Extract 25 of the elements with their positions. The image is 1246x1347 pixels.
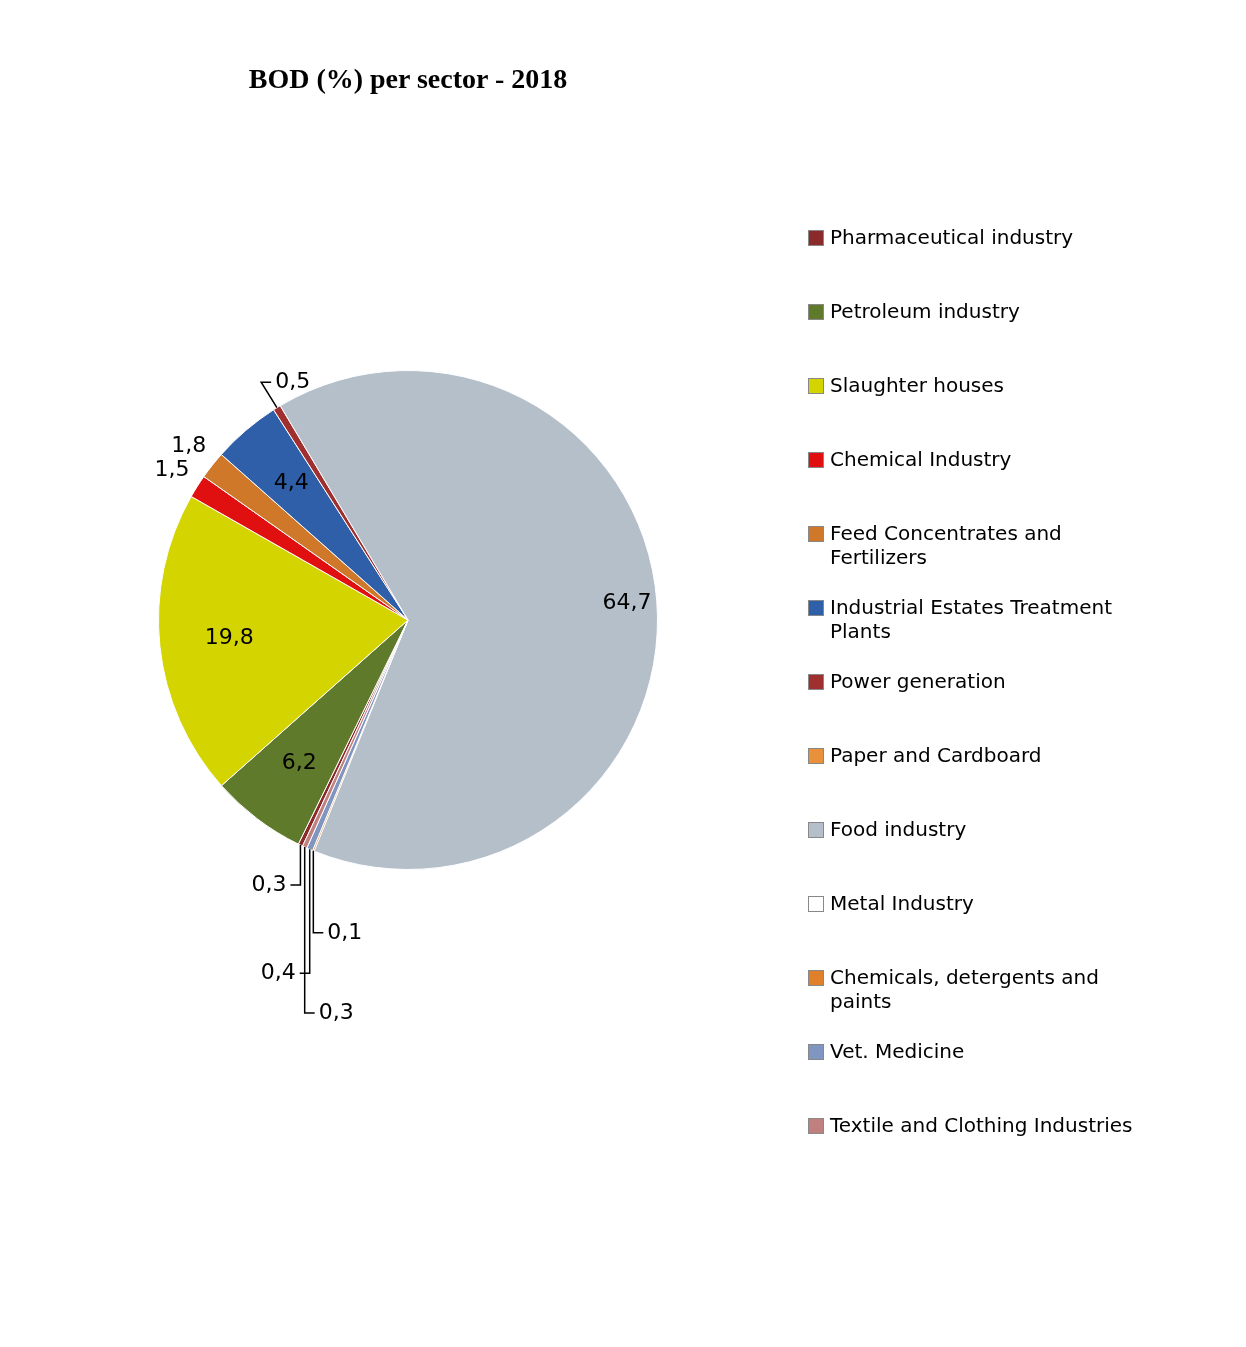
legend-label: Slaughter houses xyxy=(830,373,1005,397)
data-label: 0,5 xyxy=(275,367,311,393)
data-label: 1,8 xyxy=(171,432,207,458)
legend-label: Food industry xyxy=(830,817,967,841)
data-label: 0,3 xyxy=(318,998,354,1024)
data-label: 0,3 xyxy=(251,870,287,896)
legend-label: Petroleum industry xyxy=(830,299,1020,323)
legend-label: Pharmaceutical industry xyxy=(830,225,1074,249)
legend-label: Industrial Estates Treatment Plants xyxy=(830,595,1113,643)
legend-label: Vet. Medicine xyxy=(830,1039,965,1063)
legend-label: Textile and Clothing Industries xyxy=(830,1113,1133,1137)
data-label: 1,5 xyxy=(154,456,190,482)
legend-label: Chemical Industry xyxy=(830,447,1012,471)
legend-label: Chemicals, detergents and paints xyxy=(830,965,1100,1013)
data-label: 0,1 xyxy=(327,918,363,944)
data-label: 0,4 xyxy=(260,959,296,985)
legend-label: Feed Concentrates and Fertilizers xyxy=(830,521,1063,569)
data-label: 4,4 xyxy=(273,469,309,495)
chart-title: BOD (%) per sector - 2018 xyxy=(247,62,569,95)
data-label: 64,7 xyxy=(602,589,652,615)
legend-label: Metal Industry xyxy=(830,891,974,915)
legend-label: Paper and Cardboard xyxy=(830,743,1042,767)
legend-label: Power generation xyxy=(830,669,1006,693)
data-label: 19,8 xyxy=(204,624,254,650)
data-label: 6,2 xyxy=(281,748,317,774)
